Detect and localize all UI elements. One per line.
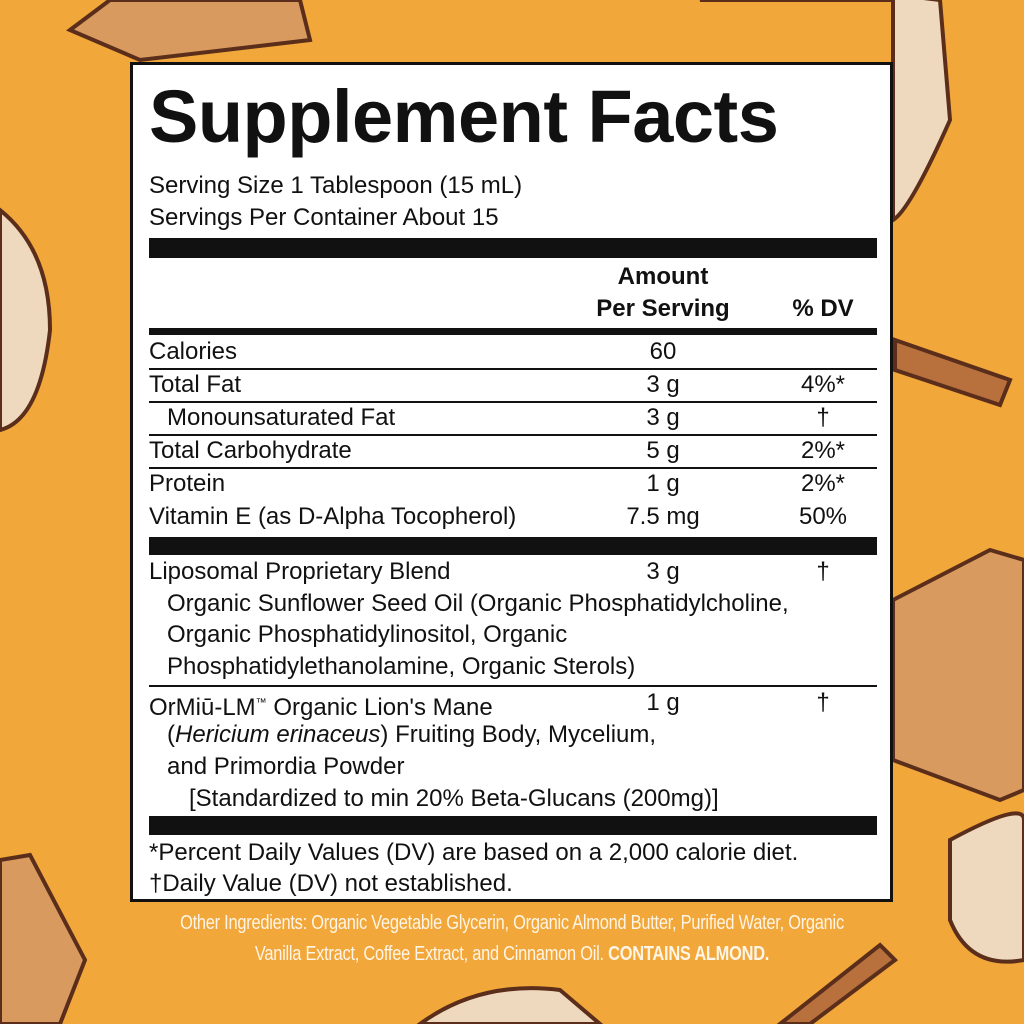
blend-name: Liposomal Proprietary Blend bbox=[149, 558, 451, 585]
amount-header-line2: Per Serving bbox=[596, 295, 730, 322]
nutrient-dv: 2%* bbox=[800, 470, 846, 497]
paren: ( bbox=[167, 721, 175, 748]
row-divider bbox=[149, 401, 877, 403]
lions-mane-amount: 1 g bbox=[646, 689, 680, 716]
lions-mane-standardization: [Standardized to min 20% Beta-Glucans (2… bbox=[189, 785, 719, 812]
nutrient-dv: 50% bbox=[798, 503, 848, 530]
trademark: ™ bbox=[255, 697, 267, 709]
thick-divider bbox=[149, 816, 877, 835]
allergen-warning: CONTAINS ALMOND. bbox=[608, 943, 770, 965]
lions-mane-name: OrMiū-LM™ Organic Lion's Mane bbox=[149, 687, 493, 724]
panel-title: Supplement Facts bbox=[149, 75, 779, 158]
blend-amount: 3 g bbox=[646, 558, 680, 585]
nutrient-amount: 60 bbox=[649, 338, 677, 365]
other-ingredients: Other Ingredients: Organic Vegetable Gly… bbox=[174, 908, 850, 970]
latin-name: Hericium erinaceus bbox=[175, 721, 381, 748]
nutrient-amount: 5 g bbox=[646, 437, 680, 464]
serving-size: Serving Size 1 Tablespoon (15 mL) bbox=[149, 172, 523, 199]
nutrient-name: Total Carbohydrate bbox=[149, 437, 352, 464]
row-divider bbox=[149, 685, 877, 687]
nutrient-name: Calories bbox=[149, 338, 238, 365]
lions-mane-line2: (Hericium erinaceus) Fruiting Body, Myce… bbox=[167, 719, 656, 751]
nutrient-dv: 4%* bbox=[800, 371, 846, 398]
nutrient-name: Monounsaturated Fat bbox=[167, 404, 396, 431]
brand-name: OrMiū-LM bbox=[149, 694, 256, 721]
footnote-dv: *Percent Daily Values (DV) are based on … bbox=[149, 839, 799, 866]
supplement-facts-panel: Supplement Facts Serving Size 1 Tablespo… bbox=[130, 62, 893, 902]
nutrient-amount: 3 g bbox=[646, 404, 680, 431]
dv-header: % DV bbox=[792, 295, 854, 322]
nutrient-amount: 1 g bbox=[646, 470, 680, 497]
nutrient-amount: 3 g bbox=[646, 371, 680, 398]
nutrient-name: Vitamin E (as D-Alpha Tocopherol) bbox=[149, 503, 517, 530]
blend-line: Phosphatidylethanolamine, Organic Sterol… bbox=[167, 653, 636, 680]
nutrient-name: Total Fat bbox=[149, 371, 242, 398]
row-divider bbox=[149, 434, 877, 436]
footnote-dagger: †Daily Value (DV) not established. bbox=[149, 870, 513, 897]
blend-line: Organic Sunflower Seed Oil (Organic Phos… bbox=[167, 590, 789, 617]
row-divider bbox=[149, 368, 877, 370]
nutrient-amount: 7.5 mg bbox=[626, 503, 700, 530]
lions-mane-dv: † bbox=[816, 689, 830, 716]
thick-divider bbox=[149, 537, 877, 555]
name-rest: Organic Lion's Mane bbox=[266, 694, 493, 721]
row-divider bbox=[149, 467, 877, 469]
line2-rest: ) Fruiting Body, Mycelium, bbox=[380, 721, 657, 748]
nutrient-dv: † bbox=[816, 404, 830, 431]
blend-line: Organic Phosphatidylinositol, Organic bbox=[167, 621, 568, 648]
amount-header-line1: Amount bbox=[617, 263, 709, 290]
blend-dv: † bbox=[816, 558, 830, 585]
other-ingredients-text: Other Ingredients: Organic Vegetable Gly… bbox=[180, 912, 844, 965]
thick-divider bbox=[149, 238, 877, 258]
header-divider bbox=[149, 328, 877, 335]
servings-per-container: Servings Per Container About 15 bbox=[149, 204, 499, 231]
nutrient-dv: 2%* bbox=[800, 437, 846, 464]
nutrient-name: Protein bbox=[149, 470, 226, 497]
lions-mane-line3: and Primordia Powder bbox=[167, 753, 405, 780]
